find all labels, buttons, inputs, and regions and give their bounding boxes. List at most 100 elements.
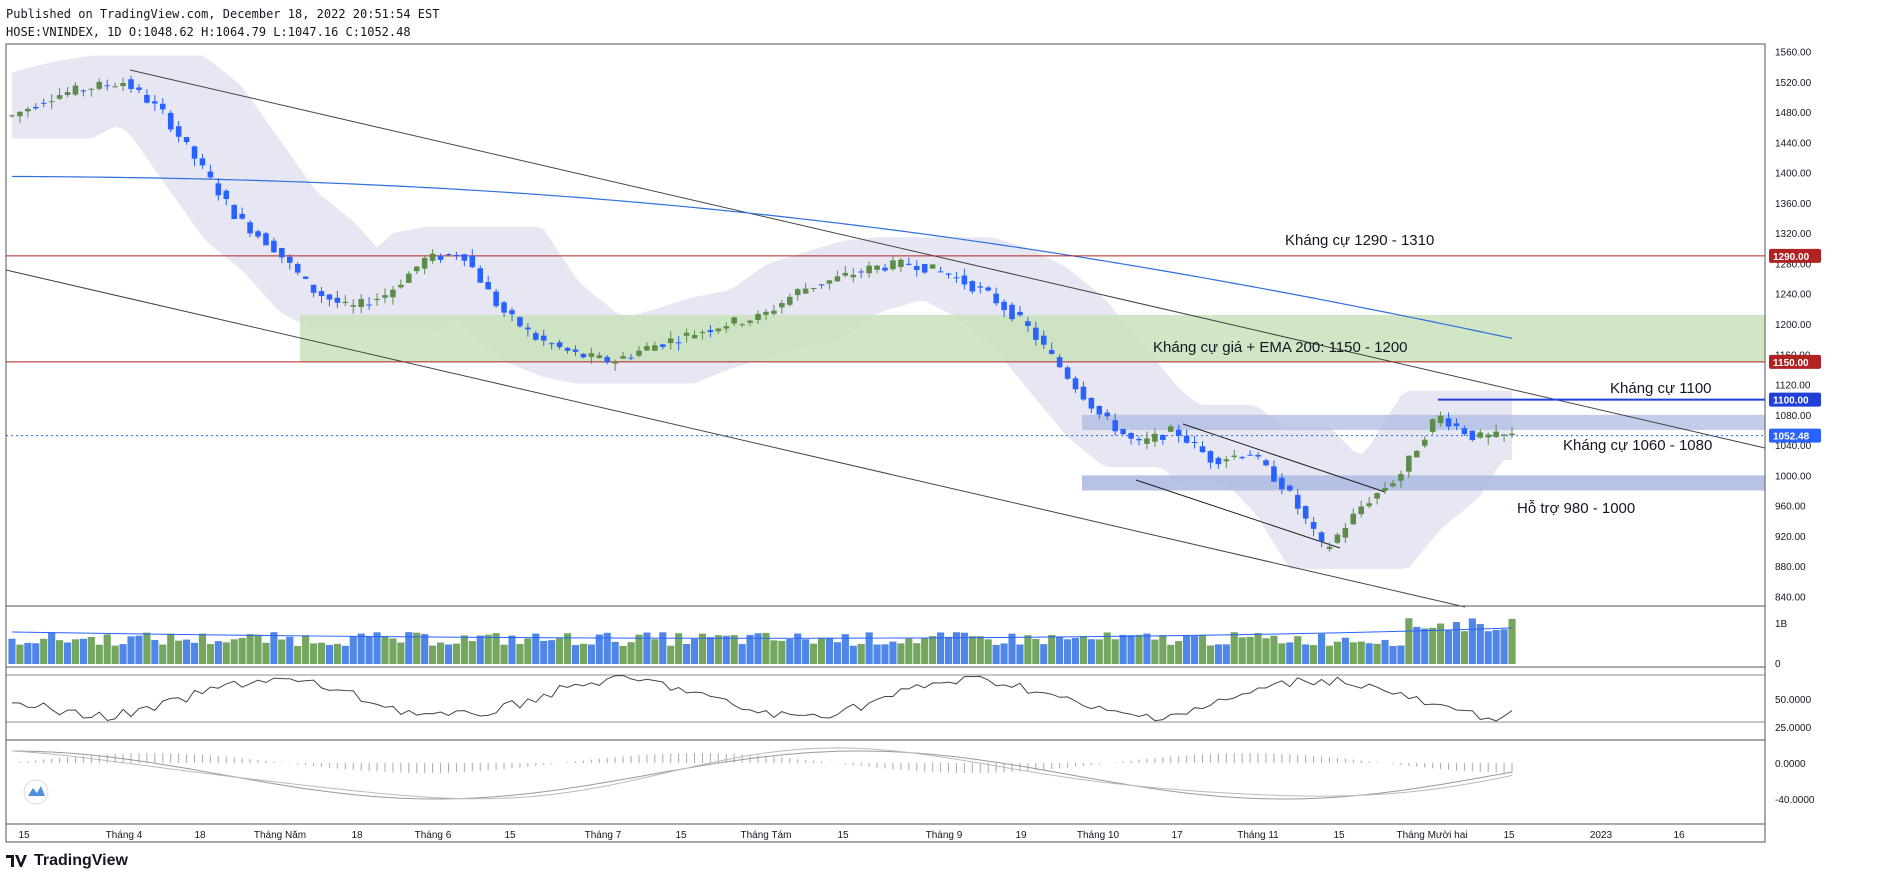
volume-bar xyxy=(349,636,357,664)
volume-bar xyxy=(357,633,365,664)
candle-body xyxy=(517,317,523,327)
candle-body xyxy=(1390,483,1396,487)
candle-body xyxy=(429,253,436,261)
candle-body xyxy=(1366,503,1372,507)
candle-body xyxy=(533,333,539,340)
volume-bar xyxy=(1325,645,1334,664)
candle-body xyxy=(1017,311,1023,316)
candle-body xyxy=(937,271,944,273)
volume-bar xyxy=(484,634,492,664)
candle-body xyxy=(112,86,118,88)
candle-body xyxy=(977,286,984,288)
candle-body xyxy=(1009,304,1015,320)
candle-body xyxy=(540,335,547,341)
volume-bar xyxy=(1508,618,1516,664)
time-axis-tick: 15 xyxy=(1503,830,1515,841)
brand-name: TradingView xyxy=(34,852,128,869)
volume-bar xyxy=(1357,641,1365,664)
time-axis-tick: Tháng 10 xyxy=(1077,830,1120,841)
candle-body xyxy=(398,284,404,288)
candle-body xyxy=(747,320,753,323)
volume-bar xyxy=(500,644,508,664)
candle-body xyxy=(787,296,793,305)
volume-bar xyxy=(16,644,24,664)
candle-body xyxy=(723,326,730,329)
candle-body xyxy=(1461,428,1468,435)
volume-bar xyxy=(1286,642,1294,664)
volume-bar xyxy=(1063,639,1072,664)
volume-bar xyxy=(1278,643,1286,664)
time-axis-tick: 15 xyxy=(1333,830,1345,841)
volume-bar xyxy=(540,640,548,664)
volume-bar xyxy=(508,635,516,664)
candle-body xyxy=(1056,357,1063,368)
candle-body xyxy=(1398,474,1404,481)
volume-bar xyxy=(706,637,714,664)
volume-bar xyxy=(762,632,770,664)
time-axis-tick: Tháng Năm xyxy=(254,830,306,841)
candle-body xyxy=(548,343,555,345)
volume-bar xyxy=(492,633,500,664)
candle-body xyxy=(1421,439,1428,446)
rsi-line xyxy=(11,675,1513,722)
time-axis-tick: Tháng 11 xyxy=(1237,830,1279,841)
volume-bar xyxy=(1492,629,1500,664)
candle-body xyxy=(1334,534,1341,543)
volume-bar xyxy=(1071,637,1080,664)
volume-bar xyxy=(151,639,159,664)
candle-body xyxy=(437,256,444,260)
candle-body xyxy=(1096,406,1103,415)
volume-bar xyxy=(1190,635,1199,664)
volume-bar xyxy=(1389,645,1397,664)
candle-body xyxy=(858,271,864,273)
price-axis-tick: 1200.00 xyxy=(1775,320,1812,331)
volume-bar xyxy=(1206,645,1215,664)
volume-bar xyxy=(984,639,992,664)
volume-bar xyxy=(32,643,40,664)
annotation-label: Kháng cự 1060 - 1080 xyxy=(1563,437,1712,454)
candle-body xyxy=(413,266,420,272)
volume-bar xyxy=(1484,631,1492,664)
volume-bar xyxy=(198,633,207,664)
candle-body xyxy=(485,281,491,290)
level-badge-1150-bg xyxy=(1769,354,1821,369)
candle-body xyxy=(25,108,31,112)
candle-body xyxy=(104,85,110,87)
volume-bar xyxy=(1460,631,1468,664)
candle-body xyxy=(810,287,817,289)
candle-body xyxy=(80,90,87,92)
volume-bar xyxy=(556,637,564,664)
volume-bar xyxy=(175,640,183,664)
volume-bar xyxy=(1079,636,1088,664)
volume-bar xyxy=(770,640,778,664)
bollinger-band xyxy=(11,55,1513,569)
candle-body xyxy=(525,327,531,330)
volume-bar xyxy=(270,632,278,664)
volume-bar xyxy=(1095,639,1103,664)
volume-bar xyxy=(579,643,587,664)
candle-body xyxy=(342,301,349,304)
volume-bar xyxy=(238,637,246,664)
candle-body xyxy=(1342,527,1349,538)
volume-bar xyxy=(413,632,421,664)
volume-bar xyxy=(183,639,191,664)
candle-body xyxy=(1191,442,1198,444)
candle-body xyxy=(683,332,690,336)
volume-axis-tick: 1B xyxy=(1775,619,1788,630)
volume-bar xyxy=(1500,629,1508,664)
volume-bar xyxy=(849,645,857,664)
tradingview-brand[interactable]: TradingView xyxy=(6,852,128,870)
volume-bar xyxy=(8,638,16,664)
volume-bar xyxy=(262,642,270,664)
volume-bar xyxy=(865,632,873,664)
price-axis-tick: 1520.00 xyxy=(1775,78,1812,89)
candle-body xyxy=(1207,451,1214,463)
candle-body xyxy=(1310,521,1317,529)
candle-body xyxy=(945,273,952,275)
volume-bar xyxy=(802,639,810,664)
volume-bar xyxy=(405,632,413,664)
price-axis-tick: 1000.00 xyxy=(1775,471,1812,482)
volume-bar xyxy=(1421,628,1429,664)
volume-bar xyxy=(635,634,643,664)
